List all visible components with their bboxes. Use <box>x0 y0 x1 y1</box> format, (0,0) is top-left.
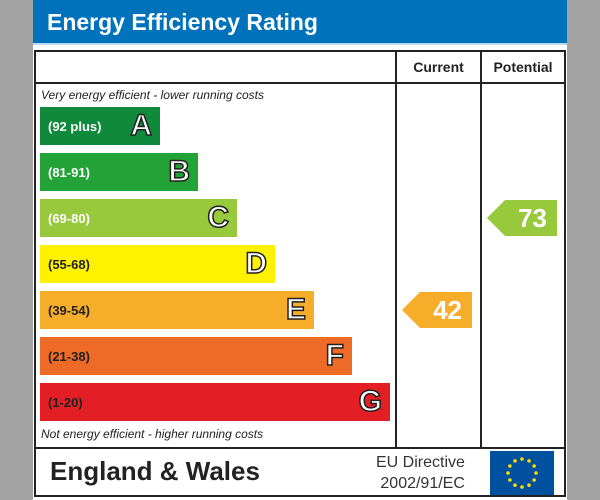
band-bar-d: (55-68) D <box>40 245 275 283</box>
flag-star <box>527 459 531 463</box>
flag-star <box>508 464 512 468</box>
top-note: Very energy efficient - lower running co… <box>41 88 264 102</box>
rating-table: Current Potential Very energy efficient … <box>34 50 566 497</box>
flag-star <box>520 457 524 461</box>
flag-star <box>527 483 531 487</box>
band-range: (21-38) <box>48 348 90 364</box>
band-bar-g: (1-20) G <box>40 383 390 421</box>
band-letter: G <box>358 384 383 419</box>
potential-rating-arrow: 73 <box>487 200 557 236</box>
divider <box>36 447 564 449</box>
bottom-note: Not energy efficient - higher running co… <box>41 427 264 441</box>
band-bar-f: (21-38) F <box>40 337 352 375</box>
band-letter: E <box>285 292 307 327</box>
eu-flag-icon <box>490 451 554 495</box>
region-label: England & Wales <box>50 456 260 486</box>
band-letter: D <box>245 246 268 281</box>
column-header-current: Current <box>413 59 464 75</box>
current-rating-value: 42 <box>433 295 462 325</box>
band-range: (39-54) <box>48 302 90 318</box>
band-range: (69-80) <box>48 210 90 226</box>
band-range: (81-91) <box>48 164 90 180</box>
band-letter: F <box>325 338 345 373</box>
divider <box>395 52 397 449</box>
divider <box>36 82 564 84</box>
band-range: (92 plus) <box>48 118 102 134</box>
band-range: (1-20) <box>48 394 83 410</box>
band-bar-c: (69-80) C <box>40 199 237 237</box>
current-rating-arrow: 42 <box>402 292 472 328</box>
flag-star <box>520 485 524 489</box>
flag-star <box>506 471 510 475</box>
flag-star <box>513 459 517 463</box>
band-letter: B <box>168 154 191 189</box>
band-bar-e: (39-54) E <box>40 291 314 329</box>
band-letter: C <box>207 200 230 235</box>
band-range: (55-68) <box>48 256 90 272</box>
eu-directive: EU Directive 2002/91/EC <box>376 452 465 494</box>
flag-star <box>534 471 538 475</box>
flag-star <box>532 478 536 482</box>
band-letter: A <box>130 108 153 143</box>
divider <box>480 52 482 449</box>
potential-rating-value: 73 <box>518 203 547 233</box>
directive-line2: 2002/91/EC <box>380 475 465 492</box>
directive-line1: EU Directive <box>376 454 465 471</box>
flag-star <box>508 478 512 482</box>
epc-panel: Energy Efficiency Rating Current Potenti… <box>33 0 567 500</box>
column-header-potential: Potential <box>493 59 553 75</box>
flag-star <box>513 483 517 487</box>
band-bar-b: (81-91) B <box>40 153 198 191</box>
band-bar-a: (92 plus) A <box>40 107 160 145</box>
flag-star <box>532 464 536 468</box>
chart-title: Energy Efficiency Rating <box>33 0 567 45</box>
